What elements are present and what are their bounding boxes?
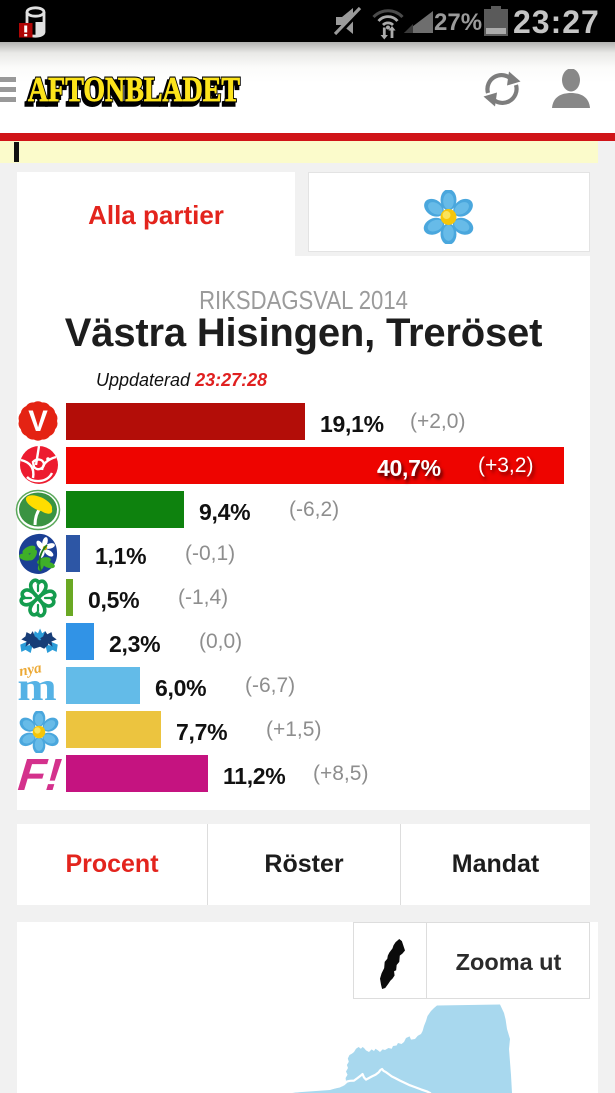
svg-text:V: V xyxy=(28,405,48,438)
svg-text:F!: F! xyxy=(17,752,64,796)
svg-text:m: m xyxy=(17,665,56,706)
svg-text:AFTONBLADET: AFTONBLADET xyxy=(26,74,238,113)
svg-text:nya: nya xyxy=(18,664,43,680)
svg-text:AFTONBLADET: AFTONBLADET xyxy=(28,70,240,109)
svg-text:AFTONBLADET: AFTONBLADET xyxy=(28,70,240,109)
